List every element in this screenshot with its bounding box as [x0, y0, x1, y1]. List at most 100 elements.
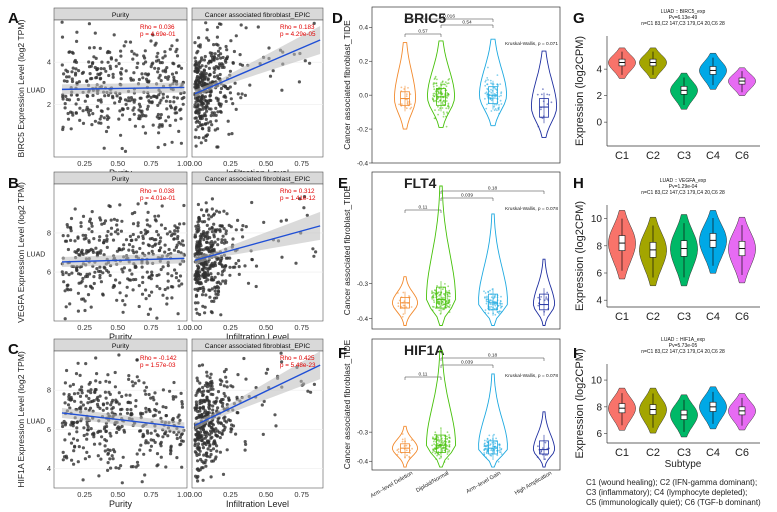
jitter-point: [490, 88, 492, 91]
box: [488, 440, 498, 455]
jitter-point: [405, 449, 408, 452]
scatter-point: [120, 113, 125, 117]
scatter-point: [208, 227, 212, 231]
scatter-point: [178, 435, 182, 439]
scatter-point: [79, 400, 83, 404]
jitter-point: [447, 441, 450, 444]
scatter-point: [171, 232, 175, 236]
scatter-point: [312, 382, 316, 386]
jitter-point: [445, 290, 448, 292]
scatter-point: [150, 270, 154, 274]
scatter-point: [197, 415, 201, 419]
jitter-point: [436, 442, 439, 445]
scatter-point: [72, 462, 76, 466]
scatter-point: [195, 252, 199, 256]
scatter-point: [172, 237, 176, 241]
jitter-point: [542, 100, 545, 103]
scatter-point: [196, 96, 200, 100]
scatter-point: [67, 98, 72, 102]
scatter-point: [201, 107, 205, 111]
scatter-point: [267, 46, 271, 50]
scatter-point: [121, 107, 125, 111]
scatter-point: [279, 351, 283, 355]
scatter-point: [206, 432, 210, 436]
scatter-point: [220, 240, 224, 244]
scatter-point: [114, 398, 118, 402]
scatter-point: [89, 305, 93, 309]
scatter-point: [201, 267, 205, 272]
scatter-point: [201, 248, 205, 252]
jitter-point: [540, 108, 542, 111]
jitter-point: [486, 441, 489, 444]
scatter-point: [203, 305, 207, 309]
scatter-point: [199, 123, 203, 127]
scatter-point: [149, 277, 153, 281]
scatter-point: [111, 72, 115, 76]
scatter-point: [219, 56, 223, 60]
jitter-point: [433, 450, 436, 453]
scatter-point: [175, 456, 179, 460]
jitter-point: [499, 304, 502, 306]
scatter-point: [219, 104, 223, 108]
scatter-point: [91, 61, 95, 65]
scatter-point: [137, 284, 141, 288]
scatter-point: [143, 473, 147, 477]
y-tick-label: 8: [596, 402, 602, 413]
scatter-point: [85, 249, 89, 253]
scatter-point: [194, 78, 199, 82]
scatter-point: [207, 217, 211, 221]
scatter-point: [67, 273, 71, 277]
scatter-point: [130, 238, 134, 242]
scatter-point: [131, 57, 135, 61]
scatter-point: [236, 373, 240, 377]
scatter-point: [174, 118, 178, 122]
scatter-point: [150, 101, 154, 105]
scatter-point: [70, 79, 75, 84]
subtype-pvalue: Pv=5.73e-05: [669, 343, 698, 349]
jitter-point: [447, 291, 449, 294]
scatter-point: [85, 274, 90, 279]
jitter-point: [493, 109, 496, 112]
scatter-point: [231, 424, 236, 428]
scatter-point: [213, 262, 217, 266]
scatter-point: [218, 224, 222, 228]
scatter-point: [231, 385, 235, 389]
x-tick-label: 0.75: [144, 159, 159, 168]
scatter-point: [70, 421, 75, 425]
scatter-point: [210, 426, 214, 430]
scatter-point: [173, 268, 177, 272]
scatter-point: [89, 400, 93, 404]
scatter-point: [98, 276, 102, 280]
scatter-point: [75, 426, 79, 430]
scatter-point: [244, 26, 248, 30]
jitter-point: [497, 107, 500, 110]
scatter-point: [216, 49, 221, 53]
scatter-point: [256, 25, 260, 29]
scatter-point: [218, 46, 222, 50]
jitter-point: [448, 311, 451, 313]
jitter-point: [441, 81, 444, 83]
scatter-point: [136, 463, 140, 467]
scatter-point: [96, 454, 100, 458]
scatter-point: [110, 400, 114, 404]
jitter-point: [433, 88, 436, 91]
jitter-point: [443, 296, 445, 299]
scatter-point: [66, 403, 71, 407]
scatter-point: [222, 384, 226, 388]
scatter-point: [194, 307, 198, 311]
scatter-point: [139, 443, 143, 447]
scatter-point: [225, 448, 229, 452]
jitter-point: [493, 103, 496, 106]
bracket-p-value: 0.54: [462, 20, 472, 26]
jitter-point: [496, 109, 498, 112]
scatter-point: [115, 298, 119, 302]
scatter-point: [202, 238, 206, 242]
scatter-point: [69, 288, 73, 292]
panel-label-e: E: [338, 175, 348, 192]
scatter-point: [169, 106, 173, 110]
scatter-point: [233, 81, 237, 85]
jitter-point: [447, 305, 450, 308]
jitter-point: [447, 102, 450, 105]
scatter-point: [224, 44, 228, 49]
x-category-label: C2: [646, 447, 660, 459]
